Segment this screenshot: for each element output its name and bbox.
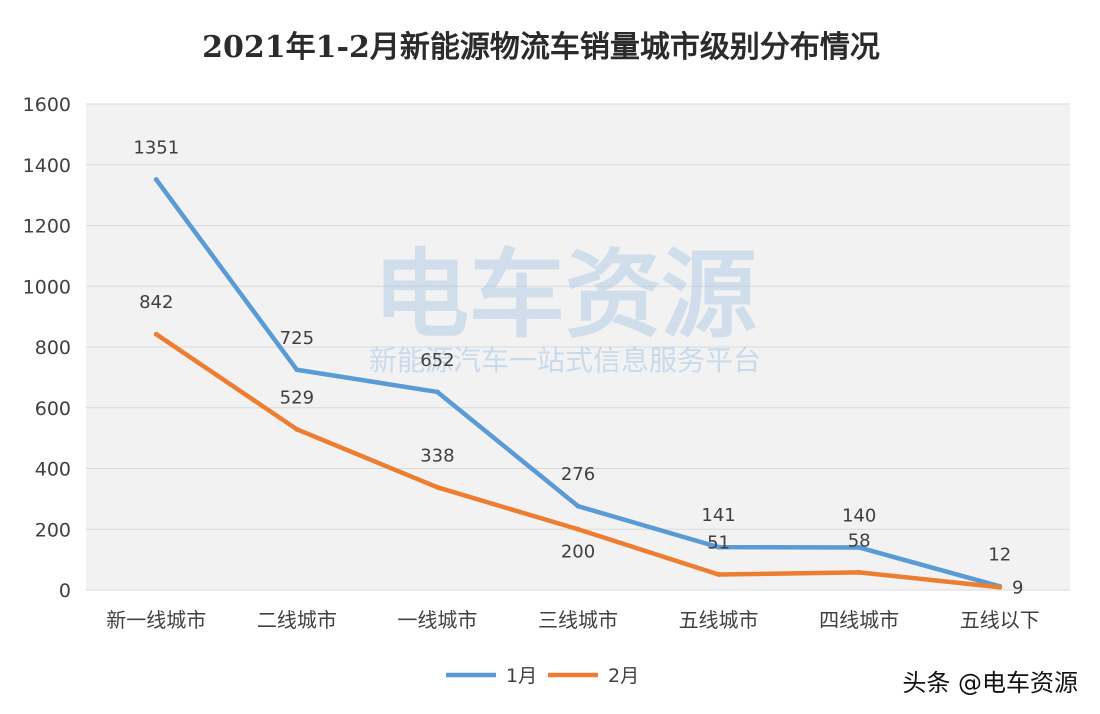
y-tick-label: 600	[35, 398, 71, 420]
data-label: 529	[280, 387, 314, 408]
chart-title: 2021年1-2月新能源物流车销量城市级别分布情况	[202, 30, 880, 65]
x-category-label: 五线城市	[679, 608, 759, 632]
data-label: 276	[561, 464, 595, 485]
data-point	[294, 426, 300, 432]
data-label: 725	[280, 328, 314, 349]
watermark: 电车资源 新能源汽车一站式信息服务平台	[369, 239, 761, 377]
y-tick-label: 200	[35, 519, 71, 541]
data-label: 140	[842, 505, 876, 526]
y-tick-label: 400	[35, 459, 71, 481]
gridlines	[86, 103, 1070, 591]
data-label: 842	[139, 292, 173, 313]
data-label: 51	[707, 533, 730, 554]
data-label: 1351	[133, 138, 179, 159]
data-label: 652	[420, 350, 454, 371]
data-label: 12	[988, 544, 1011, 565]
data-point	[575, 503, 581, 509]
data-point	[294, 367, 300, 373]
y-axis-ticks: 0 200 400 600 800 1000 1200 1400 1600	[23, 94, 71, 602]
y-tick-label: 1200	[23, 216, 71, 238]
data-point	[716, 572, 722, 578]
legend-label: 1月	[506, 665, 537, 687]
x-axis-categories: 新一线城市 二线城市 一线城市 三线城市 五线城市 四线城市 五线以下	[106, 608, 1039, 632]
data-point	[153, 331, 159, 337]
data-point	[997, 584, 1003, 590]
y-tick-label: 1600	[23, 94, 71, 116]
y-tick-label: 1400	[23, 155, 71, 177]
watermark-logo-text: 电车资源	[373, 239, 757, 351]
series-lines	[153, 177, 1003, 590]
watermark-tagline: 新能源汽车一站式信息服务平台	[369, 344, 761, 377]
legend: 1月 2月	[446, 665, 639, 687]
data-label: 9	[1012, 577, 1023, 598]
x-category-label: 四线城市	[819, 608, 899, 632]
legend-label: 2月	[608, 665, 639, 687]
data-label: 58	[848, 530, 871, 551]
x-category-label: 新一线城市	[106, 608, 206, 632]
data-point	[434, 484, 440, 490]
y-tick-label: 800	[35, 337, 71, 359]
y-tick-label: 0	[59, 580, 71, 602]
data-label: 141	[701, 505, 735, 526]
data-label: 338	[420, 445, 454, 466]
data-point	[575, 526, 581, 532]
data-point	[856, 569, 862, 575]
source-credit: 头条 @电车资源	[902, 669, 1078, 697]
data-label: 200	[561, 541, 595, 562]
data-point	[856, 544, 862, 550]
data-point	[153, 177, 159, 183]
x-category-label: 二线城市	[257, 608, 337, 632]
data-labels: 1351 725 652 276 141 140 12 842 529 338 200 51 58 9	[133, 138, 1023, 599]
x-category-label: 三线城市	[538, 608, 618, 632]
x-category-label: 一线城市	[397, 608, 477, 632]
y-tick-label: 1000	[23, 276, 71, 298]
data-point	[434, 389, 440, 395]
data-point	[716, 544, 722, 550]
x-category-label: 五线以下	[960, 608, 1040, 632]
